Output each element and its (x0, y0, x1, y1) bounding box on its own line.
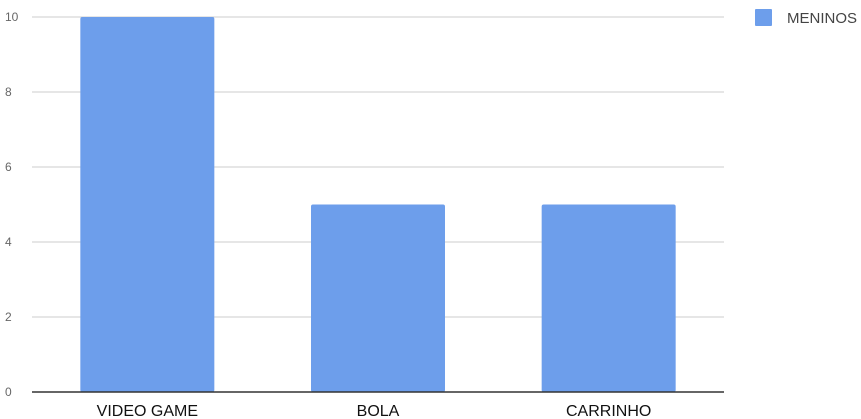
legend: MENINOS (755, 9, 857, 27)
y-tick-label: 0 (5, 385, 12, 399)
y-tick-label: 2 (5, 310, 12, 324)
x-tick-label: BOLA (357, 403, 400, 419)
legend-label: MENINOS (787, 10, 857, 27)
bar-video-game (80, 17, 215, 392)
x-tick-label: VIDEO GAME (97, 403, 198, 419)
legend-swatch (755, 9, 772, 26)
y-axis-ticks: 0 2 4 6 8 10 (5, 10, 19, 399)
bar-carrinho (541, 204, 676, 392)
y-tick-label: 6 (5, 160, 12, 174)
x-axis-labels: VIDEO GAME BOLA CARRINHO (97, 403, 652, 419)
y-tick-label: 8 (5, 85, 12, 99)
x-tick-label: CARRINHO (566, 403, 651, 419)
y-tick-label: 10 (5, 10, 19, 24)
y-tick-label: 4 (5, 235, 12, 249)
bar-bola (311, 204, 445, 392)
bars (80, 17, 676, 392)
